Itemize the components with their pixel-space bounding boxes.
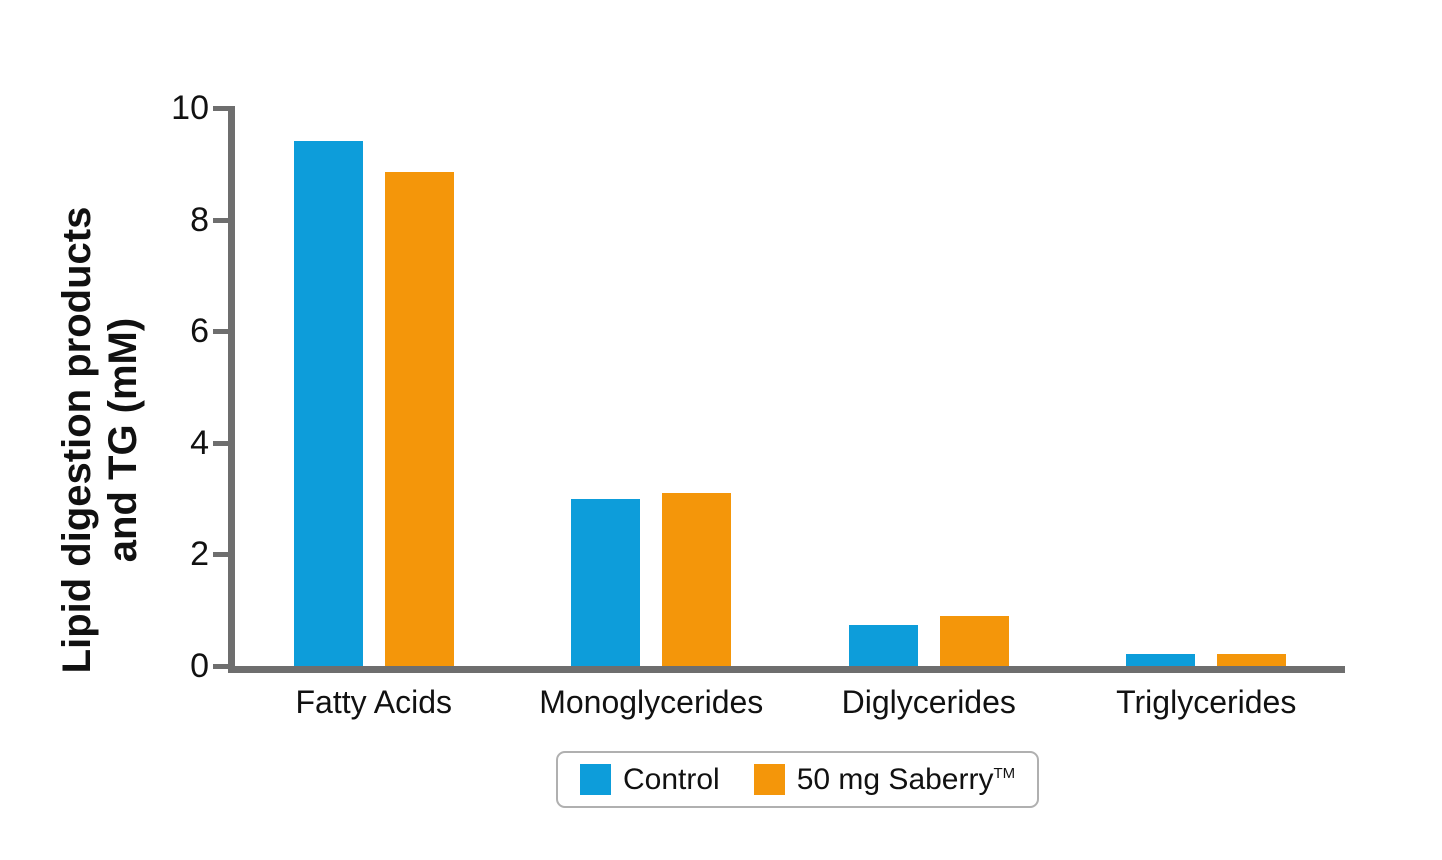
trademark-superscript: TM: [993, 764, 1016, 782]
y-tick-mark-10: [213, 106, 235, 111]
y-tick-label-6: 6: [190, 312, 209, 351]
bar-fatty-acids-control: [293, 141, 363, 666]
bar-group-triglycerides: [1068, 108, 1346, 666]
x-axis-label-fatty-acids: Fatty Acids: [295, 684, 453, 720]
bar-group-fatty-acids: [235, 108, 513, 666]
y-tick-label-8: 8: [190, 200, 209, 239]
y-tick-label-10: 10: [171, 89, 209, 127]
y-tick-mark-4: [213, 440, 235, 446]
bar-diglycerides-50-mg-saberry: [939, 615, 1009, 666]
legend-swatch-50-mg-saberry: [753, 764, 785, 795]
y-tick-mark-2: [213, 552, 235, 558]
y-tick-mark-6: [213, 329, 235, 335]
y-tick-label-4: 4: [190, 423, 209, 462]
y-tick-label-0: 0: [190, 647, 209, 685]
bar-triglycerides-control: [1126, 654, 1196, 666]
legend-item-50-mg-saberry: 50 mg SaberryTM: [753, 762, 1016, 797]
bar-triglycerides-50-mg-saberry: [1217, 653, 1287, 666]
y-tick-mark-8: [213, 217, 235, 223]
bar-group-monoglycerides: [513, 108, 791, 666]
x-axis-label-triglycerides: Triglycerides: [1116, 684, 1297, 720]
y-axis-title-line1: Lipid digestion products: [55, 206, 99, 674]
y-tick-mark-0: [213, 664, 235, 669]
bar-fatty-acids-50-mg-saberry: [384, 172, 454, 666]
bar-group-diglycerides: [790, 108, 1068, 666]
legend-item-control: Control: [580, 763, 720, 797]
x-axis-label-monoglycerides: Monoglycerides: [539, 684, 764, 720]
x-axis-labels: Fatty Acids Monoglycerides Diglycerides Tri…: [235, 684, 1345, 721]
plot-area: 0 2 4 6 8 10: [171, 89, 1345, 685]
legend-swatch-control: [580, 764, 611, 795]
bars-container: [235, 108, 1345, 666]
bar-monoglycerides-control: [571, 498, 641, 666]
legend: Control 50 mg SaberryTM: [556, 751, 1040, 808]
bar-monoglycerides-50-mg-saberry: [662, 493, 732, 666]
bar-diglycerides-control: [848, 625, 918, 666]
y-tick-label-2: 2: [190, 535, 209, 574]
legend-label-control: Control: [623, 762, 720, 796]
legend-label-50-mg-saberry: 50 mg SaberryTM: [796, 762, 1016, 796]
x-axis-label-diglycerides: Diglycerides: [841, 684, 1016, 720]
